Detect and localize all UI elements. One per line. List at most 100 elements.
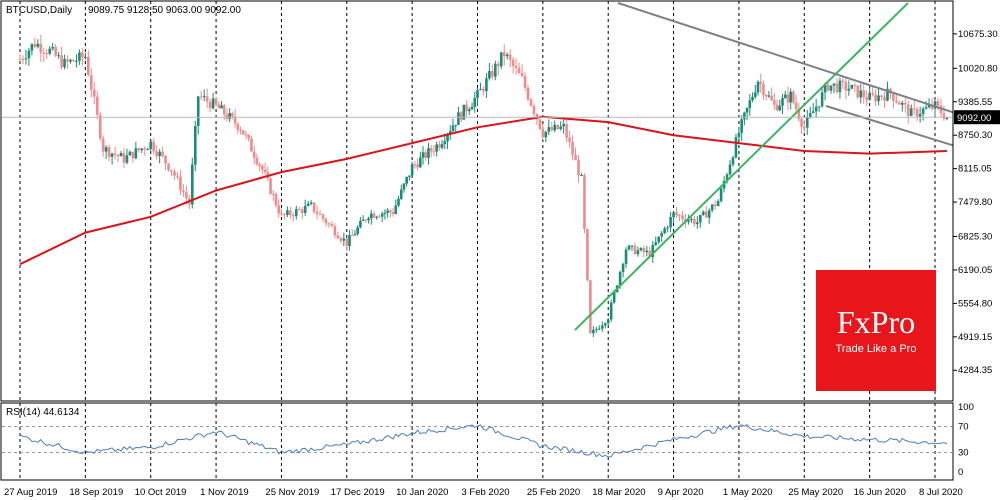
y-tick-label: 10020.80 [958, 63, 998, 74]
candle [468, 107, 471, 116]
candle [356, 225, 359, 236]
candle [72, 59, 75, 62]
candle [199, 90, 203, 101]
candle [580, 172, 583, 176]
candle [427, 142, 430, 165]
candle [345, 238, 349, 252]
candle [101, 135, 105, 157]
candle [84, 52, 87, 60]
candle [586, 228, 589, 282]
candle [505, 52, 509, 60]
candle [835, 77, 839, 94]
candle [173, 168, 176, 180]
candle [743, 111, 746, 126]
x-tick-label: 1 May 2020 [723, 487, 773, 498]
candle [496, 60, 500, 75]
candle [778, 99, 782, 112]
candle [391, 208, 395, 217]
candle [693, 215, 696, 227]
y-tick-label: 5554.80 [958, 298, 992, 309]
candle [609, 299, 613, 323]
y-tick-label: 6825.30 [958, 232, 992, 243]
last-price-tag: 9092.00 [954, 110, 1000, 125]
candle [538, 118, 542, 131]
x-tick-label: 1 Nov 2019 [200, 487, 249, 498]
candle [146, 147, 150, 150]
candle [158, 149, 161, 164]
candle [820, 86, 824, 108]
candle [802, 119, 806, 133]
candle [874, 89, 877, 106]
candle [353, 230, 357, 236]
candle [621, 262, 625, 278]
price-axis: 4284.35 4919.15 5554.80 6190.05 6825.30 7479.… [953, 29, 998, 376]
x-tick-label: 3 Feb 2020 [462, 487, 510, 498]
y-tick-label: 7479.80 [958, 197, 992, 208]
candle [182, 184, 185, 198]
candle [131, 151, 135, 163]
candle [748, 94, 752, 116]
main-pane-border [0, 0, 954, 402]
candle [514, 58, 518, 75]
candle [672, 211, 675, 223]
candle [606, 317, 610, 326]
candle [731, 155, 735, 167]
candle [701, 210, 705, 216]
candle [520, 64, 524, 78]
candle [372, 211, 376, 219]
candle [678, 213, 681, 222]
candle [315, 205, 319, 220]
candle [179, 170, 182, 196]
candle [424, 149, 428, 161]
candle [42, 48, 46, 63]
candle [239, 126, 242, 135]
candle [271, 189, 275, 201]
channel-upper-line [617, 2, 953, 114]
candle [877, 87, 880, 106]
candle [924, 101, 928, 110]
candle [918, 106, 922, 123]
candle [675, 207, 678, 218]
candle [274, 191, 278, 208]
last-price-tag-text: 9092.00 [957, 113, 991, 124]
candle [233, 108, 237, 129]
candle [167, 162, 170, 172]
candle [342, 232, 346, 247]
candle [283, 213, 286, 220]
candle [300, 206, 304, 220]
candle [482, 86, 485, 96]
candle [448, 125, 452, 140]
candle [419, 151, 422, 168]
candle [24, 49, 28, 65]
candle [222, 103, 226, 121]
time-axis: 27 Aug 2019 18 Sep 2019 10 Oct 2019 1 Nov 2… [4, 487, 963, 498]
candle [479, 82, 482, 91]
candle [577, 155, 580, 183]
candle [292, 212, 295, 222]
candle [759, 73, 763, 93]
rsi-tick-label: 0 [958, 467, 963, 478]
candle [636, 246, 640, 257]
candle [773, 92, 776, 110]
candle [110, 152, 114, 165]
candle [838, 77, 842, 99]
candle [454, 124, 458, 132]
candle [421, 146, 425, 165]
candle [294, 205, 298, 220]
candle [901, 100, 904, 112]
candle [737, 126, 741, 140]
candle [639, 247, 643, 252]
candle [231, 111, 234, 120]
chart-header-symbol: BTCUSD,Daily [6, 5, 72, 16]
candle [945, 117, 949, 121]
candle [137, 147, 141, 153]
candle [832, 83, 836, 94]
candle [710, 203, 714, 213]
candle [704, 206, 708, 218]
candle [125, 148, 129, 165]
candle [508, 49, 512, 68]
candle [92, 81, 96, 104]
candle [915, 106, 919, 121]
rsi-tick-label: 70 [958, 422, 969, 433]
